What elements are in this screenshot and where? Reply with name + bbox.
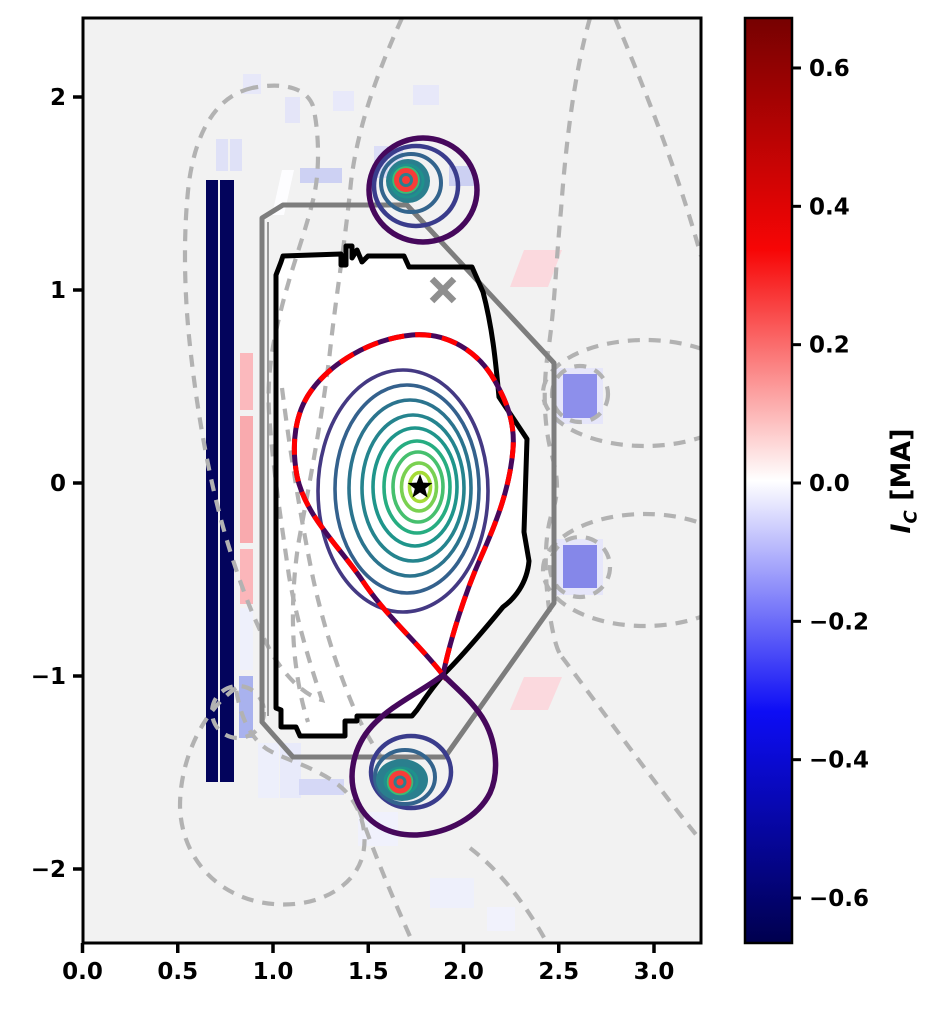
coil-flux-ring: [392, 166, 420, 194]
upper-lobe-contour: [366, 135, 480, 245]
field-line: [290, 18, 404, 723]
flux-surface: [371, 426, 459, 548]
x-tick-label: 0.0: [62, 959, 103, 985]
colorbar-tick-label: 0.2: [809, 333, 850, 359]
flux-surfaces-layer: [316, 368, 490, 614]
y-tick-label: −2: [31, 857, 66, 883]
passive-strip: [240, 608, 253, 670]
field-line: [542, 18, 593, 659]
y-tick-label: 2: [50, 85, 66, 111]
first-wall: [273, 243, 532, 739]
lower-divertor-coil-rings: [368, 733, 454, 811]
x-tick-label: 0.5: [157, 959, 198, 985]
field-line: [560, 655, 701, 844]
flux-surface: [316, 368, 490, 614]
plot-content: [177, 18, 701, 943]
x-tick-label: 2.0: [443, 959, 484, 985]
coil-patch: [285, 97, 300, 123]
coil-patch: [510, 250, 562, 287]
coil-patch: [272, 170, 294, 215]
flux-surface: [333, 383, 481, 595]
magnetic-axis-star-marker: [407, 474, 433, 498]
coil-flux-ring: [379, 152, 443, 214]
x-tick-label: 2.5: [538, 959, 579, 985]
field-line-loop: [547, 534, 613, 600]
colorbar-tick-label: −0.2: [809, 609, 869, 635]
coil-flux-ring: [402, 176, 410, 184]
colorbar-unit: [MA]: [886, 428, 917, 511]
coil-flux-ring: [388, 770, 412, 794]
separatrix: [291, 332, 516, 681]
flux-surface: [391, 450, 445, 524]
vacuum-vessel: [259, 202, 557, 760]
pf-coil: [563, 374, 597, 418]
flux-surface: [407, 470, 433, 504]
coil-patch: [299, 779, 344, 795]
colorbar-tick-label: −0.4: [809, 748, 869, 774]
lower-lobe-contour: [349, 671, 499, 838]
colorbar-ticks: 0.6 0.4 0.2 0.0 −0.2 −0.4 −0.6: [792, 56, 869, 912]
coil-flux-ring: [371, 143, 461, 229]
colorbar-tick-label: −0.6: [809, 886, 869, 912]
axes-frame: [81, 16, 703, 945]
pf-coil: [563, 545, 597, 588]
coil-flux-ring: [368, 733, 454, 811]
colorbar-frame: [743, 16, 794, 945]
colorbar-tick-label: 0.6: [809, 56, 850, 82]
upper-divertor-coil-rings: [371, 143, 461, 229]
coil-patch: [300, 168, 342, 183]
coil-patch: [487, 907, 515, 931]
field-line-loop: [540, 511, 701, 629]
x-cross-marker: [429, 276, 457, 304]
colorbar-symbol: I: [886, 523, 917, 534]
y-tick-label: 0: [50, 471, 66, 497]
coil-patch: [216, 139, 228, 171]
coil-patch: [230, 139, 242, 171]
coil-flux-ring: [389, 163, 425, 199]
flux-surface: [399, 461, 439, 513]
coil-flux-ring: [396, 778, 404, 786]
coil-patch: [333, 91, 354, 111]
passive-strip: [239, 676, 253, 738]
passive-strip: [240, 353, 253, 410]
field-line: [182, 83, 326, 703]
flux-surface: [382, 439, 452, 535]
field-line: [177, 684, 367, 907]
y-tick-label: 1: [50, 278, 66, 304]
coil-flux-ring: [386, 768, 414, 796]
x-tick-label: 1.5: [348, 959, 389, 985]
coil-patch: [510, 677, 562, 710]
coil-patch: [430, 878, 474, 908]
axis-ticks: 0.0 0.5 1.0 1.5 2.0 2.5 3.0 −2 −1 0 1 2: [31, 85, 675, 985]
field-line: [468, 846, 548, 943]
colorbar: [745, 18, 792, 943]
y-tick-label: −1: [31, 664, 66, 690]
coil-flux-ring: [394, 168, 418, 192]
coil-patch: [413, 85, 439, 105]
colorbar-label: IC [MA]: [881, 351, 923, 611]
colorbar-subscript: C: [900, 510, 922, 524]
field-line: [279, 387, 383, 759]
field-line: [613, 18, 701, 257]
x-tick-label: 1.0: [253, 959, 294, 985]
flux-surface: [347, 398, 473, 578]
x-tick-label: 3.0: [634, 959, 675, 985]
passive-strip: [240, 416, 253, 543]
vacuum-field-lines-layer: [177, 18, 701, 943]
colorbar-tick-label: 0.0: [809, 471, 850, 497]
coil-flux-ring: [373, 748, 437, 806]
coil-patch: [258, 743, 279, 798]
central-solenoid-bar: [220, 180, 234, 782]
passive-strip: [240, 549, 253, 604]
colorbar-tick-label: 0.4: [809, 194, 850, 220]
field-line: [349, 787, 414, 942]
flux-surface: [360, 413, 466, 563]
